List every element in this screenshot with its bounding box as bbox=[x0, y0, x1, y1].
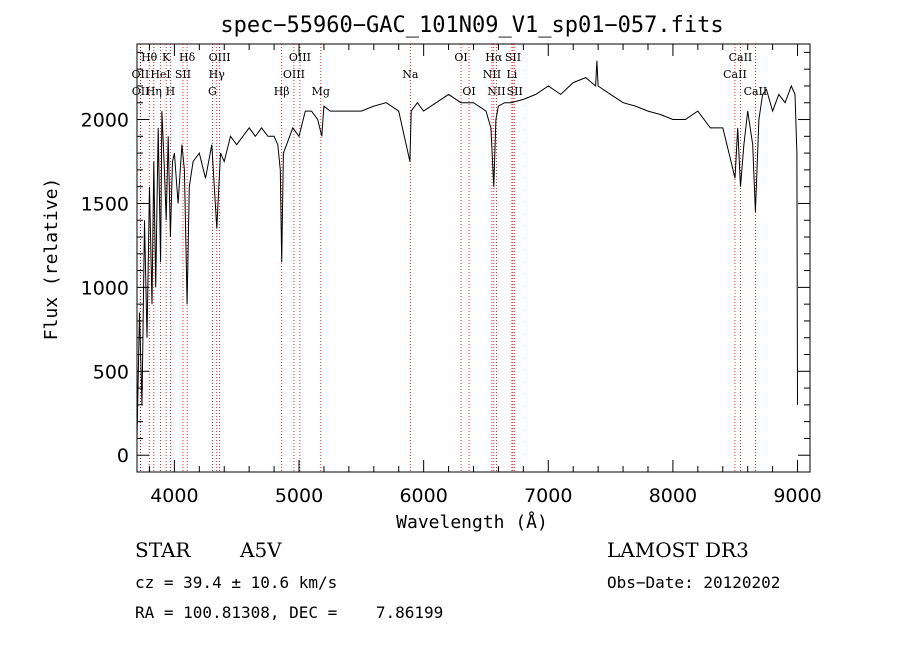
line-label: Hβ bbox=[274, 85, 290, 98]
line-label: Hθ bbox=[141, 51, 158, 64]
line-label: Hα bbox=[485, 51, 503, 64]
spectrum-line bbox=[136, 60, 798, 439]
line-markers bbox=[139, 44, 756, 472]
line-label: H bbox=[166, 85, 176, 98]
x-tick-label: 6000 bbox=[399, 485, 447, 507]
line-label: OIII bbox=[209, 51, 231, 64]
y-tick-label: 1000 bbox=[81, 277, 129, 299]
y-axis-ticks: 0 500 1000 1500 2000 bbox=[81, 51, 810, 473]
ra-dec-coordinates: RA = 100.81308, DEC = 7.86199 bbox=[135, 603, 444, 622]
line-label: Hδ bbox=[179, 51, 196, 64]
survey-name: LAMOST DR3 bbox=[607, 538, 749, 562]
x-tick-label: 9000 bbox=[773, 485, 821, 507]
y-axis-label: Flux (relative) bbox=[41, 178, 62, 341]
line-label: HeI bbox=[150, 68, 170, 81]
line-label: OII bbox=[132, 68, 150, 81]
x-tick-label: 4000 bbox=[150, 485, 198, 507]
line-label: SII bbox=[505, 51, 521, 64]
line-label: Hη bbox=[146, 85, 162, 98]
x-tick-label: 7000 bbox=[524, 485, 572, 507]
y-tick-label: 2000 bbox=[81, 110, 129, 132]
x-tick-label: 5000 bbox=[275, 485, 323, 507]
line-label: SII bbox=[507, 85, 523, 98]
line-label: OIII bbox=[283, 68, 305, 81]
line-label: Li bbox=[506, 68, 517, 81]
line-label: CaII bbox=[723, 68, 747, 81]
line-label: CaII bbox=[729, 51, 753, 64]
observation-date: Obs−Date: 20120202 bbox=[607, 573, 781, 592]
object-subclass: A5V bbox=[240, 538, 282, 562]
chart-title: spec−55960−GAC_101N09_V1_sp01−057.fits bbox=[220, 13, 723, 38]
object-class: STAR bbox=[135, 538, 191, 562]
line-label: SII bbox=[175, 68, 191, 81]
plot-frame bbox=[136, 43, 811, 473]
line-label: OIII bbox=[289, 51, 311, 64]
line-label: CaII bbox=[744, 85, 768, 98]
line-label: G bbox=[208, 85, 217, 98]
line-label: NII bbox=[483, 68, 501, 81]
line-label: Hγ bbox=[209, 68, 226, 81]
line-label: OI bbox=[454, 51, 467, 64]
x-axis-label: Wavelength (Å) bbox=[396, 511, 548, 533]
line-label: Mg bbox=[312, 85, 330, 98]
line-label: Na bbox=[402, 68, 419, 81]
y-tick-label: 0 bbox=[117, 445, 129, 467]
redshift-cz: cz = 39.4 ± 10.6 km/s bbox=[135, 573, 338, 592]
line-label: NII bbox=[487, 85, 505, 98]
x-axis-ticks: 4000 5000 6000 7000 8000 9000 bbox=[148, 44, 822, 507]
x-tick-label: 8000 bbox=[649, 485, 697, 507]
y-tick-label: 500 bbox=[93, 361, 129, 383]
y-tick-label: 1500 bbox=[81, 193, 129, 215]
line-label: K bbox=[162, 51, 171, 64]
line-label: OII bbox=[132, 85, 150, 98]
line-label: OI bbox=[462, 85, 475, 98]
